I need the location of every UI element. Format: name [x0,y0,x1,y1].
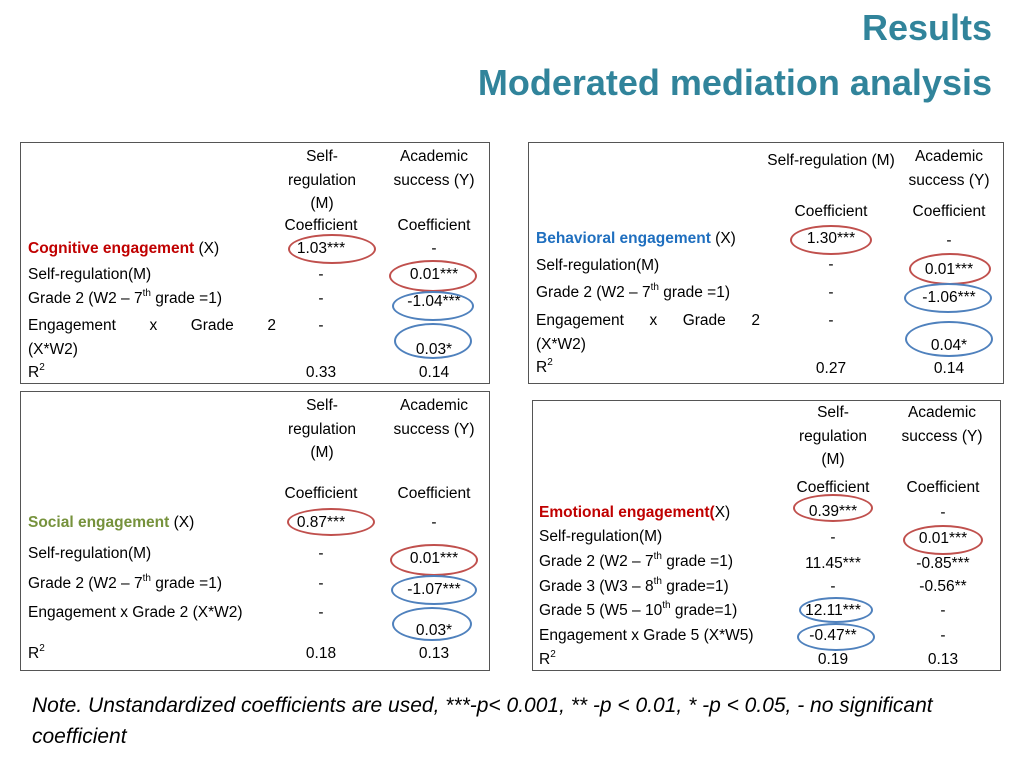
cell-m-self-regulation: - [318,545,324,562]
row-label-interaction: Engagement x Grade 2 (X*W2) [28,604,243,621]
row-label-grade5: Grade 5 (W5 – 10th grade=1) [539,600,738,619]
slide-title: Results [861,7,992,48]
cell-y-r-squared: 0.14 [418,364,450,381]
row-label-x: Behavioral engagement (X) [536,231,736,247]
col-header-self-regulation: Self-regulation (M) [767,152,895,169]
cell-m-self-regulation: - [318,266,324,283]
cell-m-grade2: - [318,290,324,307]
row-label-grade2: Grade 2 (W2 – 7th grade =1) [28,573,223,592]
col-header-self-regulation: Self-regulation (M) [798,404,868,468]
x-variable-name: Behavioral engagement [536,230,711,247]
col-header-academic-success: Academic success (Y) [908,148,990,189]
cell-m-grade2: - [318,575,324,592]
highlight-circle [394,323,472,359]
cell-y-x: - [431,514,437,531]
cell-m-r-squared: 0.27 [815,360,847,377]
cell-m-grade2: - [828,284,834,301]
highlight-circle [793,494,873,522]
col-header-self-regulation: Self-regulation (M) [287,397,357,461]
cell-m-interaction: - [828,312,834,329]
cell-m-self-regulation: - [828,256,834,273]
row-label-interaction: Engagement x Grade 5 (X*W5) [539,627,754,644]
row-label-interaction-line2: (X*W2) [28,341,78,358]
cognitive-table: Self-regulation (M) Academic success (Y)… [20,142,490,384]
highlight-circle [392,291,474,321]
cell-m-self-regulation: - [830,529,836,546]
x-variable-name: Cognitive engagement [28,240,195,257]
col-header-self-regulation: Self-regulation (M) [287,148,357,212]
col-coefficient-m: Coefficient [794,203,868,220]
highlight-circle [288,234,376,264]
cell-y-grade2: -0.85*** [916,555,970,572]
row-label-self-regulation: Self-regulation(M) [539,528,663,545]
cell-m-r-squared: 0.19 [817,651,849,668]
cell-y-interaction: - [940,627,946,644]
highlight-circle [909,253,991,285]
col-coefficient-y: Coefficient [912,203,986,220]
slide-subtitle: Moderated mediation analysis [477,62,992,103]
col-header-academic-success: Academic success (Y) [393,397,475,438]
cell-y-grade3: -0.56** [919,578,967,595]
highlight-circle [904,283,992,313]
row-label-interaction: Engagement x Grade 2 [536,312,760,329]
row-label-grade2: Grade 2 (W2 – 7th grade =1) [539,551,734,570]
col-coefficient-m: Coefficient [284,485,358,502]
row-label-self-regulation: Self-regulation(M) [28,545,152,562]
highlight-circle [287,508,375,536]
cell-y-r-squared: 0.13 [927,651,959,668]
highlight-circle [799,597,873,623]
x-variable-suffix: (X) [194,240,220,257]
x-variable-suffix: (X) [710,230,736,247]
cell-y-x: - [431,240,437,257]
cell-m-interaction: - [318,604,324,621]
highlight-circle [790,225,872,255]
x-variable-suffix: (X) [169,514,195,531]
col-coefficient-y: Coefficient [397,485,471,502]
cell-y-r-squared: 0.13 [418,645,450,662]
row-label-interaction-line2: (X*W2) [536,336,586,353]
row-label-grade2: Grade 2 (W2 – 7th grade =1) [28,288,223,307]
col-coefficient-y: Coefficient [397,217,471,234]
col-header-academic-success: Academic success (Y) [393,148,475,189]
row-label-r-squared: R2 [536,357,553,376]
row-label-x: Emotional engagement(X) [539,505,730,521]
cell-y-grade5: - [940,602,946,619]
col-coefficient-m: Coefficient [284,217,358,234]
cell-y-x: - [940,504,946,521]
row-label-self-regulation: Self-regulation(M) [536,257,660,274]
highlight-circle [392,607,472,641]
x-variable-name: Emotional engagement( [539,504,715,521]
highlight-circle [390,544,478,576]
row-label-r-squared: R2 [28,362,45,381]
emotional-table: Self-regulation (M) Academic success (Y)… [532,400,1001,671]
cell-y-x: - [946,232,952,249]
highlight-circle [905,321,993,357]
col-coefficient-y: Coefficient [906,479,980,496]
row-label-x: Social engagement (X) [28,515,194,531]
row-label-self-regulation: Self-regulation(M) [28,266,152,283]
cell-m-r-squared: 0.18 [305,645,337,662]
row-label-interaction: Engagement x Grade 2 [28,317,276,334]
cell-m-r-squared: 0.33 [305,364,337,381]
footnote: Note. Unstandardized coefficients are us… [32,694,933,748]
highlight-circle [389,260,477,292]
cell-m-grade2: 11.45*** [805,555,861,572]
cell-m-interaction: - [318,317,324,334]
behavioral-table: Self-regulation (M) Academic success (Y)… [528,142,1004,384]
highlight-circle [797,623,875,651]
row-label-grade3: Grade 3 (W3 – 8th grade=1) [539,576,729,595]
x-variable-name: Social engagement [28,514,170,531]
x-variable-suffix: X) [714,504,731,521]
row-label-grade2: Grade 2 (W2 – 7th grade =1) [536,282,731,301]
row-label-r-squared: R2 [539,649,556,668]
cell-y-r-squared: 0.14 [933,360,965,377]
col-header-academic-success: Academic success (Y) [901,404,983,445]
highlight-circle [391,575,477,605]
cell-m-grade3: - [830,578,836,595]
social-table: Self-regulation (M) Academic success (Y)… [20,391,490,671]
col-coefficient-m: Coefficient [796,479,870,496]
row-label-x: Cognitive engagement (X) [28,241,219,257]
row-label-r-squared: R2 [28,643,45,662]
highlight-circle [903,525,983,555]
